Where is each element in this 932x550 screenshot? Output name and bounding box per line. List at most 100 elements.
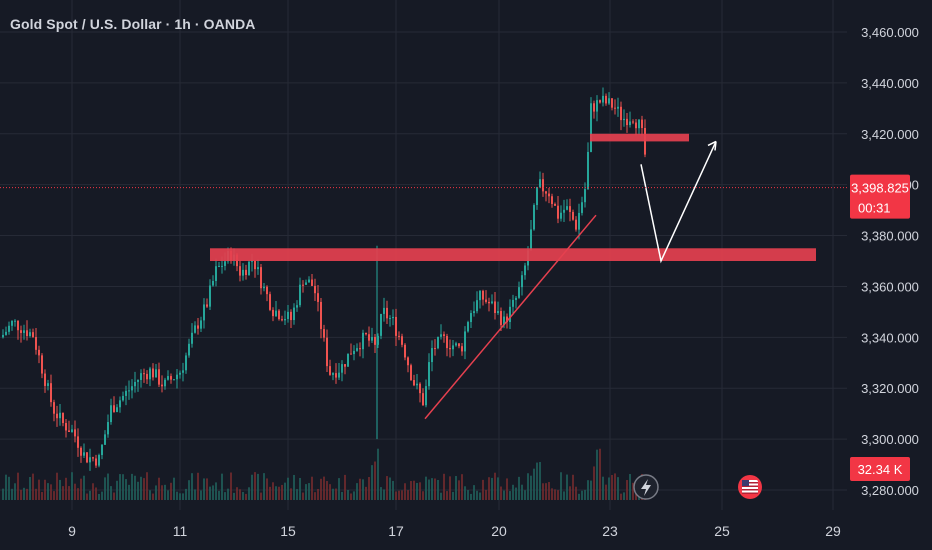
candle-body	[440, 334, 442, 337]
candle-body	[548, 193, 550, 197]
volume-bar	[521, 484, 523, 500]
volume-bar	[167, 490, 169, 500]
volume-bar	[149, 490, 151, 500]
volume-bar	[395, 491, 397, 500]
volume-bar	[632, 482, 634, 500]
candle-body	[188, 343, 190, 356]
volume-bar	[44, 479, 46, 500]
volume-bar	[26, 488, 28, 500]
candle-body	[26, 330, 28, 337]
candle-body	[281, 319, 283, 321]
candle-body	[164, 379, 166, 387]
candle-body	[449, 348, 451, 350]
volume-bar	[11, 488, 13, 500]
candle-body	[623, 118, 625, 121]
candle-body	[278, 310, 280, 320]
candle-body	[170, 376, 172, 380]
candle-body	[485, 299, 487, 302]
candle-body	[584, 189, 586, 203]
candle-body	[464, 331, 466, 352]
volume-badge	[850, 457, 910, 481]
volume-bar	[545, 483, 547, 500]
candle-body	[200, 320, 202, 329]
candle-body	[29, 332, 31, 337]
volume-bar	[110, 486, 112, 500]
candle-body	[398, 335, 400, 337]
volume-bar	[119, 474, 121, 500]
volume-bar	[158, 477, 160, 500]
candle-body	[566, 206, 568, 210]
volume-bar	[374, 461, 376, 500]
volume-bar	[536, 462, 538, 500]
volume-bar	[50, 484, 52, 500]
candle-body	[446, 336, 448, 349]
volume-bar	[221, 473, 223, 500]
candle-body	[470, 313, 472, 323]
volume-bar	[326, 481, 328, 500]
candle-body	[191, 332, 193, 344]
candle-body	[197, 325, 199, 329]
volume-bar	[581, 490, 583, 500]
candle-body	[14, 320, 16, 322]
candle-body	[410, 365, 412, 381]
candle-body	[488, 301, 490, 304]
volume-bar	[389, 477, 391, 500]
candle-body	[629, 121, 631, 126]
candle-body	[554, 203, 556, 206]
lightning-icon	[633, 474, 659, 500]
candle-body	[215, 266, 217, 282]
candle-body	[242, 269, 244, 276]
candle-body	[125, 390, 127, 396]
volume-bar	[77, 488, 79, 500]
volume-bar	[359, 478, 361, 500]
candle-body	[308, 279, 310, 283]
volume-bar	[602, 476, 604, 500]
volume-bar	[218, 490, 220, 500]
volume-bar	[212, 485, 214, 500]
volume-bar	[125, 479, 127, 500]
volume-bar	[83, 475, 85, 500]
volume-bar	[593, 466, 595, 500]
candle-body	[83, 452, 85, 456]
candle-body	[569, 206, 571, 212]
candle-body	[494, 301, 496, 314]
volume-bar	[293, 474, 295, 500]
candle-body	[500, 311, 502, 326]
volume-bar	[179, 493, 181, 500]
volume-bar	[527, 473, 529, 500]
candle-body	[212, 281, 214, 286]
volume-bar	[629, 474, 631, 500]
candle-body	[551, 196, 553, 204]
candle-body	[413, 380, 415, 386]
candle-body	[107, 422, 109, 435]
candle-body	[641, 119, 643, 128]
candle-body	[353, 350, 355, 355]
volume-bar	[626, 480, 628, 500]
candle-body	[245, 269, 247, 275]
price-tick-label: 3,460.000	[861, 25, 919, 40]
volume-bar	[572, 474, 574, 500]
volume-bar	[170, 482, 172, 500]
volume-bar	[23, 487, 25, 500]
volume-bar	[530, 475, 532, 500]
candle-body	[467, 322, 469, 332]
candle-body	[122, 395, 124, 401]
volume-bar	[620, 493, 622, 500]
candle-body	[416, 383, 418, 386]
volume-bar	[152, 493, 154, 500]
candle-body	[578, 212, 580, 230]
candle-body	[587, 151, 589, 190]
volume-bar	[476, 490, 478, 500]
candle-body	[89, 457, 91, 463]
volume-bar	[251, 474, 253, 500]
volume-bar	[32, 473, 34, 500]
candle-body	[17, 320, 19, 331]
candle-body	[257, 267, 259, 270]
candle-body	[431, 348, 433, 363]
candle-body	[368, 334, 370, 341]
volume-bar	[419, 482, 421, 500]
candle-body	[134, 381, 136, 387]
volume-bar	[182, 493, 184, 500]
